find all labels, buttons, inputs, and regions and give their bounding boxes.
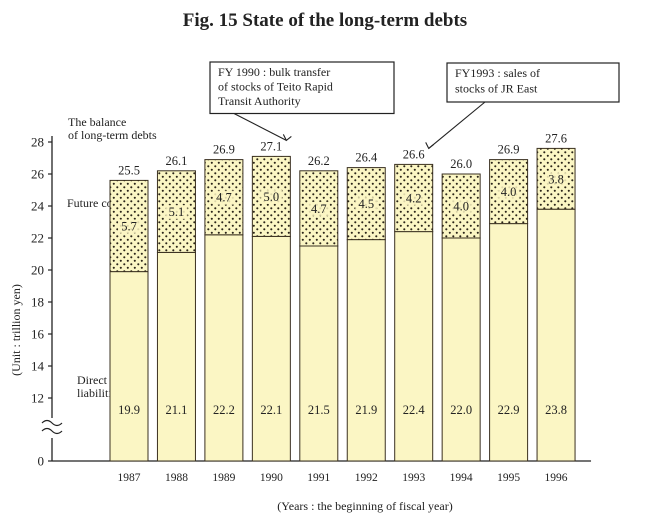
future-label-halo [450, 199, 473, 214]
direct-liabilities-value: 22.4 [403, 403, 426, 417]
direct-liabilities-value: 22.9 [498, 403, 520, 417]
future-label-halo [260, 189, 283, 204]
axis-break-mark [41, 427, 63, 435]
x-axis-label: (Years : the beginning of fiscal year) [277, 499, 452, 513]
future-cost-value: 3.8 [548, 172, 564, 186]
y-tick-label: 12 [31, 391, 44, 406]
future-label-halo [497, 185, 520, 200]
direct-liabilities-value: 22.0 [450, 403, 472, 417]
bar-direct-liabilities [489, 223, 529, 462]
future-label-halo [212, 190, 235, 205]
annotation-box [446, 62, 620, 103]
total-value: 26.6 [403, 147, 425, 161]
x-tick-label: 1996 [545, 472, 568, 484]
total-value: 26.1 [166, 154, 188, 168]
annotation-text: stocks of JR East [455, 82, 538, 96]
bar-direct-liabilities [346, 239, 386, 462]
bar-direct-liabilities [441, 237, 481, 462]
x-tick-label: 1994 [450, 472, 473, 484]
x-tick-label: 1988 [165, 472, 188, 484]
y-tick-label: 28 [31, 135, 44, 150]
annotation-text: FY 1990 : bulk transfer [218, 65, 330, 79]
chart-title: Fig. 15 State of the long-term debts [183, 10, 467, 31]
future-cost-value: 4.0 [453, 200, 469, 214]
total-value: 26.0 [450, 157, 472, 171]
total-value: 26.9 [213, 143, 235, 157]
y-tick-label: 24 [31, 199, 45, 214]
direct-liabilities-value: 23.8 [545, 403, 567, 417]
bar-future-cost [204, 159, 244, 236]
future-cost-value: 5.7 [121, 220, 137, 234]
bar-direct-liabilities [299, 245, 339, 462]
total-value: 25.5 [118, 163, 140, 177]
x-tick-label: 1990 [260, 472, 283, 484]
y-tick-label: 18 [31, 295, 44, 310]
y-tick-label: 20 [31, 263, 44, 278]
legend-balance-line: The balance [68, 115, 126, 129]
future-cost-value: 4.2 [406, 192, 422, 206]
direct-liabilities-value: 21.5 [308, 403, 330, 417]
bar-direct-liabilities [204, 234, 244, 462]
bar-direct-liabilities [156, 251, 196, 462]
total-value: 27.1 [260, 139, 282, 153]
direct-liabilities-value: 22.1 [260, 403, 282, 417]
total-value: 26.4 [355, 151, 378, 165]
total-value: 26.9 [498, 143, 520, 157]
future-label-halo [402, 191, 425, 206]
future-label-halo [355, 197, 378, 212]
annotation-box [209, 61, 395, 115]
y-tick-label: 26 [31, 167, 45, 182]
y-tick-label: 16 [31, 327, 45, 342]
y-axis-label: (Unit : trillion yen) [9, 284, 23, 376]
annotation-arrowhead [282, 134, 292, 142]
bar-direct-liabilities [109, 271, 149, 462]
direct-liabilities-value: 21.1 [166, 403, 188, 417]
future-label-halo [545, 172, 568, 187]
direct-liabilities-value: 21.9 [355, 403, 377, 417]
annotation-text: of stocks of Teito Rapid [218, 80, 333, 94]
annotation-arrowhead [425, 142, 435, 150]
bar-direct-liabilities [394, 231, 434, 462]
annotation-leader [428, 101, 486, 149]
legend-future-label: Future cost [67, 196, 121, 210]
x-tick-label: 1989 [212, 472, 235, 484]
x-tick-label: 1993 [402, 472, 425, 484]
future-cost-value: 4.5 [358, 197, 374, 211]
annotation-text: FY1993 : sales of [455, 66, 540, 80]
y-tick-label: 22 [31, 231, 44, 246]
future-label-halo [118, 219, 140, 234]
legend-direct-line: Direct [77, 373, 108, 387]
future-cost-value: 4.7 [311, 202, 327, 216]
x-tick-label: 1992 [355, 472, 378, 484]
total-value: 27.6 [545, 131, 567, 145]
bar-direct-liabilities [251, 235, 291, 462]
bar-group: 5.7 19.9 25.5 1987 5.1 21.1 26.1 1988 4.7 22.2 26.… [109, 131, 576, 484]
future-cost-value: 5.0 [264, 190, 280, 204]
axis-break-mark [41, 419, 63, 427]
direct-liabilities-value: 19.9 [118, 403, 140, 417]
annotation-text: Transit Authority [218, 94, 301, 108]
x-tick-label: 1991 [307, 472, 330, 484]
annotation-leader [233, 113, 287, 141]
x-tick-label: 1987 [118, 472, 141, 484]
direct-liabilities-value: 22.2 [213, 403, 235, 417]
total-value: 26.2 [308, 154, 330, 168]
y-tick-label-zero: 0 [38, 454, 45, 469]
future-label-halo [165, 205, 188, 220]
bar-direct-liabilities [536, 208, 576, 462]
y-tick-label: 14 [31, 359, 45, 374]
legend-balance-line: of long-term debts [68, 128, 157, 142]
x-tick-label: 1995 [497, 472, 520, 484]
future-cost-value: 4.7 [216, 191, 232, 205]
future-cost-value: 5.1 [169, 205, 185, 219]
future-cost-value: 4.0 [501, 185, 517, 199]
future-label-halo [307, 201, 330, 216]
